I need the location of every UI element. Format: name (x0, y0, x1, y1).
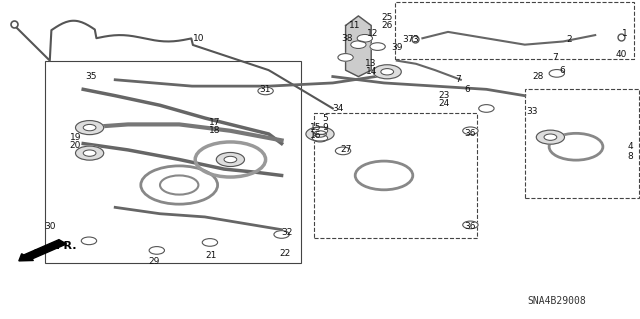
Bar (525, 89, 639, 198)
Bar (314, 113, 477, 238)
Bar (395, 2, 634, 59)
Polygon shape (346, 16, 371, 77)
Text: SNA4B29008: SNA4B29008 (527, 296, 586, 307)
Text: 22: 22 (280, 249, 291, 258)
Text: 26: 26 (381, 21, 393, 30)
Circle shape (335, 147, 351, 155)
Circle shape (549, 70, 564, 77)
Text: 17: 17 (209, 118, 220, 127)
Text: 19: 19 (70, 133, 81, 142)
Text: 6: 6 (465, 85, 470, 94)
Text: 4: 4 (628, 142, 633, 151)
Circle shape (76, 146, 104, 160)
Text: 16: 16 (310, 131, 322, 140)
Circle shape (351, 41, 366, 48)
Circle shape (312, 127, 328, 135)
Text: 3: 3 (412, 35, 417, 44)
Text: 27: 27 (340, 145, 351, 154)
Circle shape (83, 150, 96, 156)
Text: 29: 29 (148, 257, 159, 266)
Circle shape (381, 69, 394, 75)
Circle shape (338, 54, 353, 61)
Text: 11: 11 (349, 21, 360, 30)
Circle shape (306, 127, 334, 141)
Text: 1: 1 (622, 29, 627, 38)
Text: 35: 35 (85, 72, 97, 81)
Text: 31: 31 (259, 85, 271, 94)
Circle shape (314, 131, 326, 137)
Circle shape (76, 121, 104, 135)
Text: 24: 24 (438, 99, 450, 108)
Text: 36: 36 (464, 130, 476, 138)
Circle shape (258, 87, 273, 95)
Circle shape (202, 239, 218, 246)
Text: 8: 8 (628, 152, 633, 161)
Text: 28: 28 (532, 72, 543, 81)
Text: 14: 14 (365, 67, 377, 76)
Circle shape (479, 105, 494, 112)
Text: 6: 6 (559, 66, 564, 75)
Circle shape (370, 43, 385, 50)
Circle shape (224, 156, 237, 163)
Circle shape (463, 127, 478, 135)
Text: 23: 23 (438, 91, 450, 100)
Circle shape (83, 124, 96, 131)
Text: 34: 34 (332, 104, 344, 113)
Text: 25: 25 (381, 13, 393, 22)
Text: 2: 2 (567, 35, 572, 44)
Circle shape (312, 134, 328, 142)
Text: 39: 39 (391, 43, 403, 52)
Bar (45, 61, 301, 263)
Circle shape (544, 134, 557, 140)
Text: 7: 7 (553, 53, 558, 62)
Text: 30: 30 (44, 222, 56, 231)
Circle shape (463, 221, 478, 229)
Text: 5: 5 (323, 114, 328, 122)
Text: 10: 10 (193, 34, 204, 43)
Circle shape (274, 231, 289, 238)
Circle shape (536, 130, 564, 144)
Text: 32: 32 (281, 228, 292, 237)
Text: 12: 12 (367, 29, 378, 38)
Circle shape (357, 34, 372, 42)
Circle shape (149, 247, 164, 254)
Circle shape (81, 237, 97, 245)
Text: 15: 15 (310, 123, 322, 132)
Text: 7: 7 (456, 75, 461, 84)
Text: 38: 38 (341, 34, 353, 43)
Text: 36: 36 (464, 222, 476, 231)
Text: 20: 20 (70, 141, 81, 150)
Text: FR.: FR. (56, 241, 77, 251)
Text: 33: 33 (527, 107, 538, 116)
Text: 13: 13 (365, 59, 377, 68)
Text: 21: 21 (205, 251, 217, 260)
Text: 9: 9 (323, 123, 328, 132)
Circle shape (373, 65, 401, 79)
Circle shape (216, 152, 244, 167)
FancyArrow shape (19, 240, 67, 261)
Text: 18: 18 (209, 126, 220, 135)
Text: 37: 37 (403, 35, 414, 44)
Text: 40: 40 (615, 50, 627, 59)
